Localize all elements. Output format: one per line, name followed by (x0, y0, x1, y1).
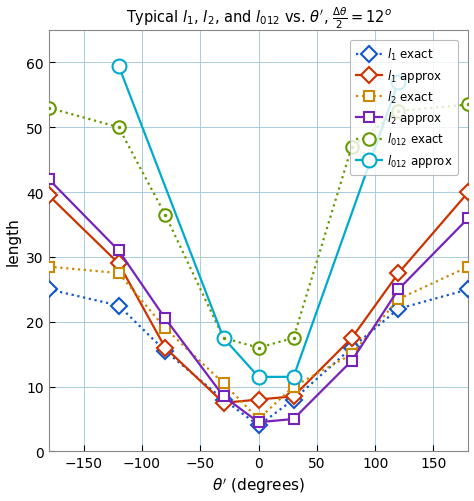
Title: Typical $l_1$, $l_2$, and $l_{012}$ vs. $\theta^{\prime}$, $\frac{\Delta\theta}{: Typical $l_1$, $l_2$, and $l_{012}$ vs. … (126, 6, 392, 31)
$l_{012}$ exact (255, 345, 261, 351)
$l_{012}$ exact (349, 144, 355, 150)
$l_{012}$ exact (396, 109, 401, 115)
$l_2$ approx (465, 215, 471, 221)
$l_2$ approx (255, 419, 261, 425)
$l_2$ approx (291, 416, 296, 422)
X-axis label: $\theta^{\prime}$ (degrees): $\theta^{\prime}$ (degrees) (212, 476, 305, 495)
$l_2$ exact (465, 264, 471, 270)
$l_1$ exact (46, 287, 52, 293)
$l_{012}$ approx (396, 80, 401, 86)
$l_1$ approx (46, 193, 52, 199)
$l_2$ exact (255, 416, 261, 422)
$l_1$ approx (291, 393, 296, 399)
Line: $l_2$ approx: $l_2$ approx (44, 175, 474, 427)
Line: $l_{012}$ approx: $l_{012}$ approx (112, 60, 405, 384)
$l_{012}$ exact (221, 335, 227, 341)
Y-axis label: length: length (6, 217, 20, 266)
$l_1$ approx (465, 190, 471, 196)
$l_{012}$ approx (255, 374, 261, 380)
Line: $l_{012}$ exact: $l_{012}$ exact (42, 99, 474, 354)
$l_2$ exact (46, 264, 52, 270)
$l_{012}$ approx (116, 64, 121, 70)
$l_{012}$ approx (291, 374, 296, 380)
$l_2$ approx (396, 287, 401, 293)
$l_{012}$ exact (163, 212, 168, 218)
$l_1$ approx (163, 345, 168, 351)
$l_2$ exact (396, 297, 401, 303)
$l_2$ approx (221, 393, 227, 399)
$l_1$ approx (255, 397, 261, 403)
$l_2$ approx (349, 358, 355, 364)
$l_1$ exact (255, 423, 261, 429)
$l_{012}$ exact (465, 102, 471, 108)
$l_1$ exact (116, 303, 121, 309)
Line: $l_1$ exact: $l_1$ exact (43, 284, 474, 431)
$l_2$ approx (163, 316, 168, 322)
$l_1$ approx (116, 261, 121, 267)
$l_1$ exact (396, 306, 401, 312)
$l_{012}$ exact (291, 335, 296, 341)
$l_1$ approx (349, 335, 355, 341)
$l_1$ exact (349, 345, 355, 351)
$l_1$ approx (221, 400, 227, 406)
Line: $l_1$ approx: $l_1$ approx (43, 187, 474, 408)
Line: $l_2$ exact: $l_2$ exact (44, 262, 474, 424)
$l_1$ approx (396, 271, 401, 277)
$l_{012}$ exact (116, 125, 121, 131)
$l_2$ approx (46, 177, 52, 183)
$l_2$ exact (116, 271, 121, 277)
$l_2$ exact (291, 384, 296, 390)
$l_2$ approx (116, 248, 121, 254)
$l_2$ exact (349, 351, 355, 357)
$l_1$ exact (221, 397, 227, 403)
$l_1$ exact (163, 348, 168, 354)
$l_1$ exact (465, 287, 471, 293)
$l_{012}$ exact (46, 106, 52, 112)
$l_1$ exact (291, 397, 296, 403)
$l_{012}$ approx (221, 335, 227, 341)
Legend: $l_1$ exact, $l_1$ approx, $l_2$ exact, $l_2$ approx, $l_{012}$ exact, $l_{012}$: $l_1$ exact, $l_1$ approx, $l_2$ exact, … (350, 41, 458, 175)
$l_2$ exact (221, 381, 227, 387)
$l_2$ exact (163, 326, 168, 332)
